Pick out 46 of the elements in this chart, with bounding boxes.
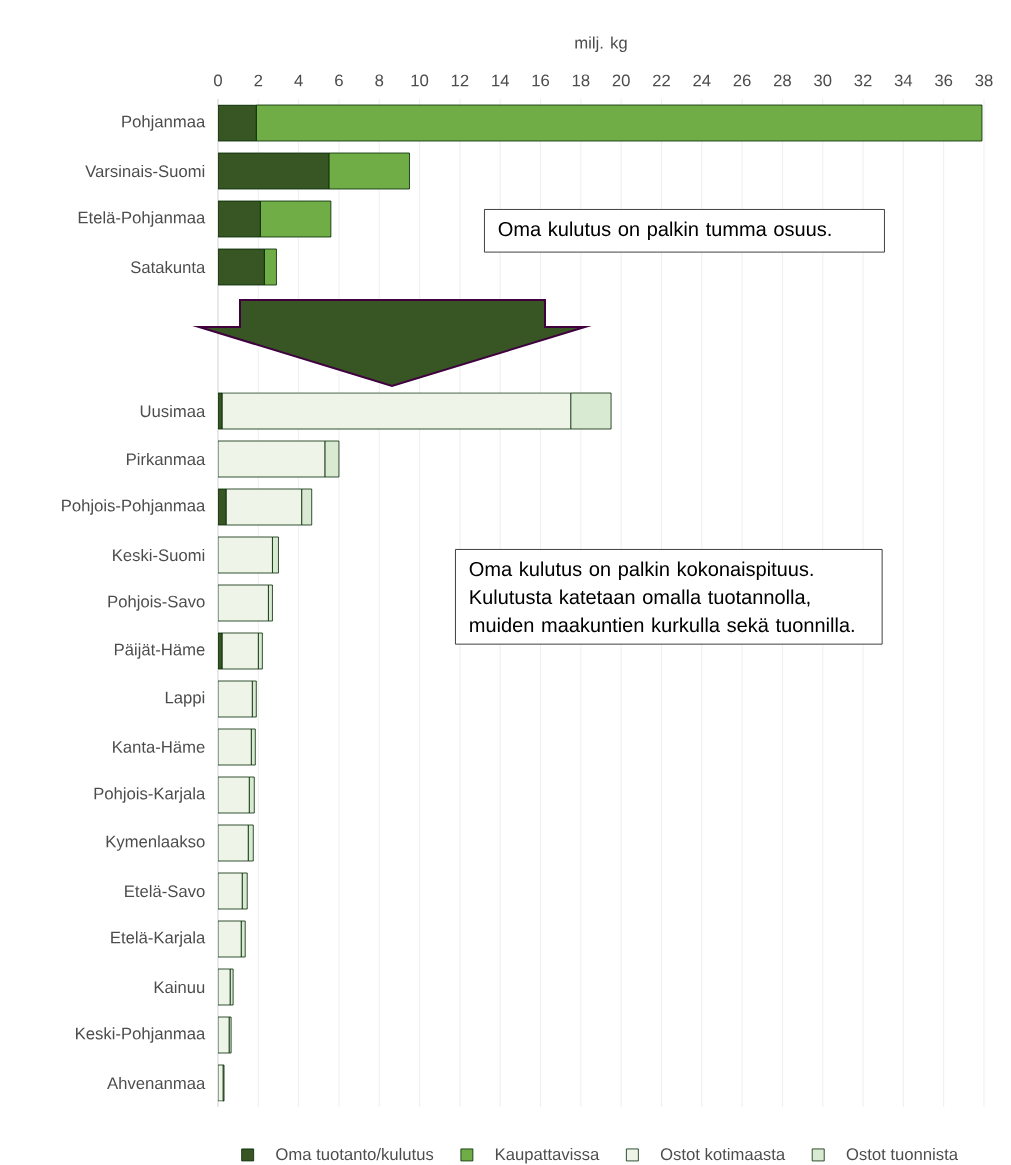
legend-label: Oma tuotanto/kulutus [276,1147,434,1161]
x-tick-label: 28 [773,74,791,87]
y-tick-label: Varsinais-Suomi [85,164,205,178]
y-tick-label: Kymenlaakso [106,835,205,851]
y-tick-label: Pohjois-Pohjanmaa [62,499,206,515]
x-tick-label: 6 [335,74,343,87]
legend-label: Kaupattavissa [495,1147,600,1164]
annotation: Oma kulutus on palkin kokonaispituus. Kulutusta katetaan omalla tuotannolla, muiden maakuntien kurkulla sekä tuonnilla. [469,561,854,633]
x-tick-label: 8 [375,74,384,87]
y-tick-label: Etelä-Pohjanmaa [78,211,206,227]
x-tick-label: 30 [814,74,832,87]
y-tick-label: Ahvenanmaa [107,1076,206,1090]
y-tick-label: Keski-Suomi [113,548,205,562]
annotation: Oma kulutus on palkin tumma osuus. [498,221,831,241]
x-axis-title: milj. kg [575,36,627,53]
x-tick-label: 14 [492,74,509,87]
y-tick-label: Pohjois-Karjala [94,787,206,803]
x-tick-label: 20 [612,74,630,87]
x-tick-label: 16 [532,74,550,87]
x-tick-label: 18 [572,74,590,87]
y-tick-label: Uusimaa [140,404,206,418]
x-tick-label: 22 [653,74,670,87]
x-tick-label: 24 [693,74,711,87]
x-tick-label: 10 [411,74,429,87]
x-tick-label: 34 [894,74,913,87]
y-tick-label: Keski-Pohjanmaa [76,1027,206,1043]
y-tick-label: Lappi [165,691,205,707]
y-tick-label: Etelä-Savo [125,884,205,898]
x-tick-label: 2 [254,74,263,87]
legend-label: Ostot kotimaasta [660,1147,786,1161]
x-tick-label: 26 [733,74,751,87]
x-tick-label: 36 [935,74,953,87]
x-tick-label: 38 [975,74,993,87]
y-tick-label: Pohjanmaa [122,115,206,131]
y-tick-label: Pirkanmaa [126,452,206,466]
y-tick-label: Pohjois-Savo [108,595,205,611]
x-tick-label: 12 [451,74,469,87]
y-tick-label: Kanta-Häme [113,741,205,753]
x-tick-label: 32 [854,74,872,87]
y-tick-label: Satakunta [130,260,206,274]
x-tick-label: 4 [294,74,303,87]
x-tick-label: 0 [214,74,222,87]
y-tick-label: Päijät-Häme [114,643,205,659]
legend-label: Ostot tuonnista [846,1147,959,1161]
y-tick-label: Kainuu [154,980,205,994]
y-tick-label: Etelä-Karjala [111,931,206,947]
